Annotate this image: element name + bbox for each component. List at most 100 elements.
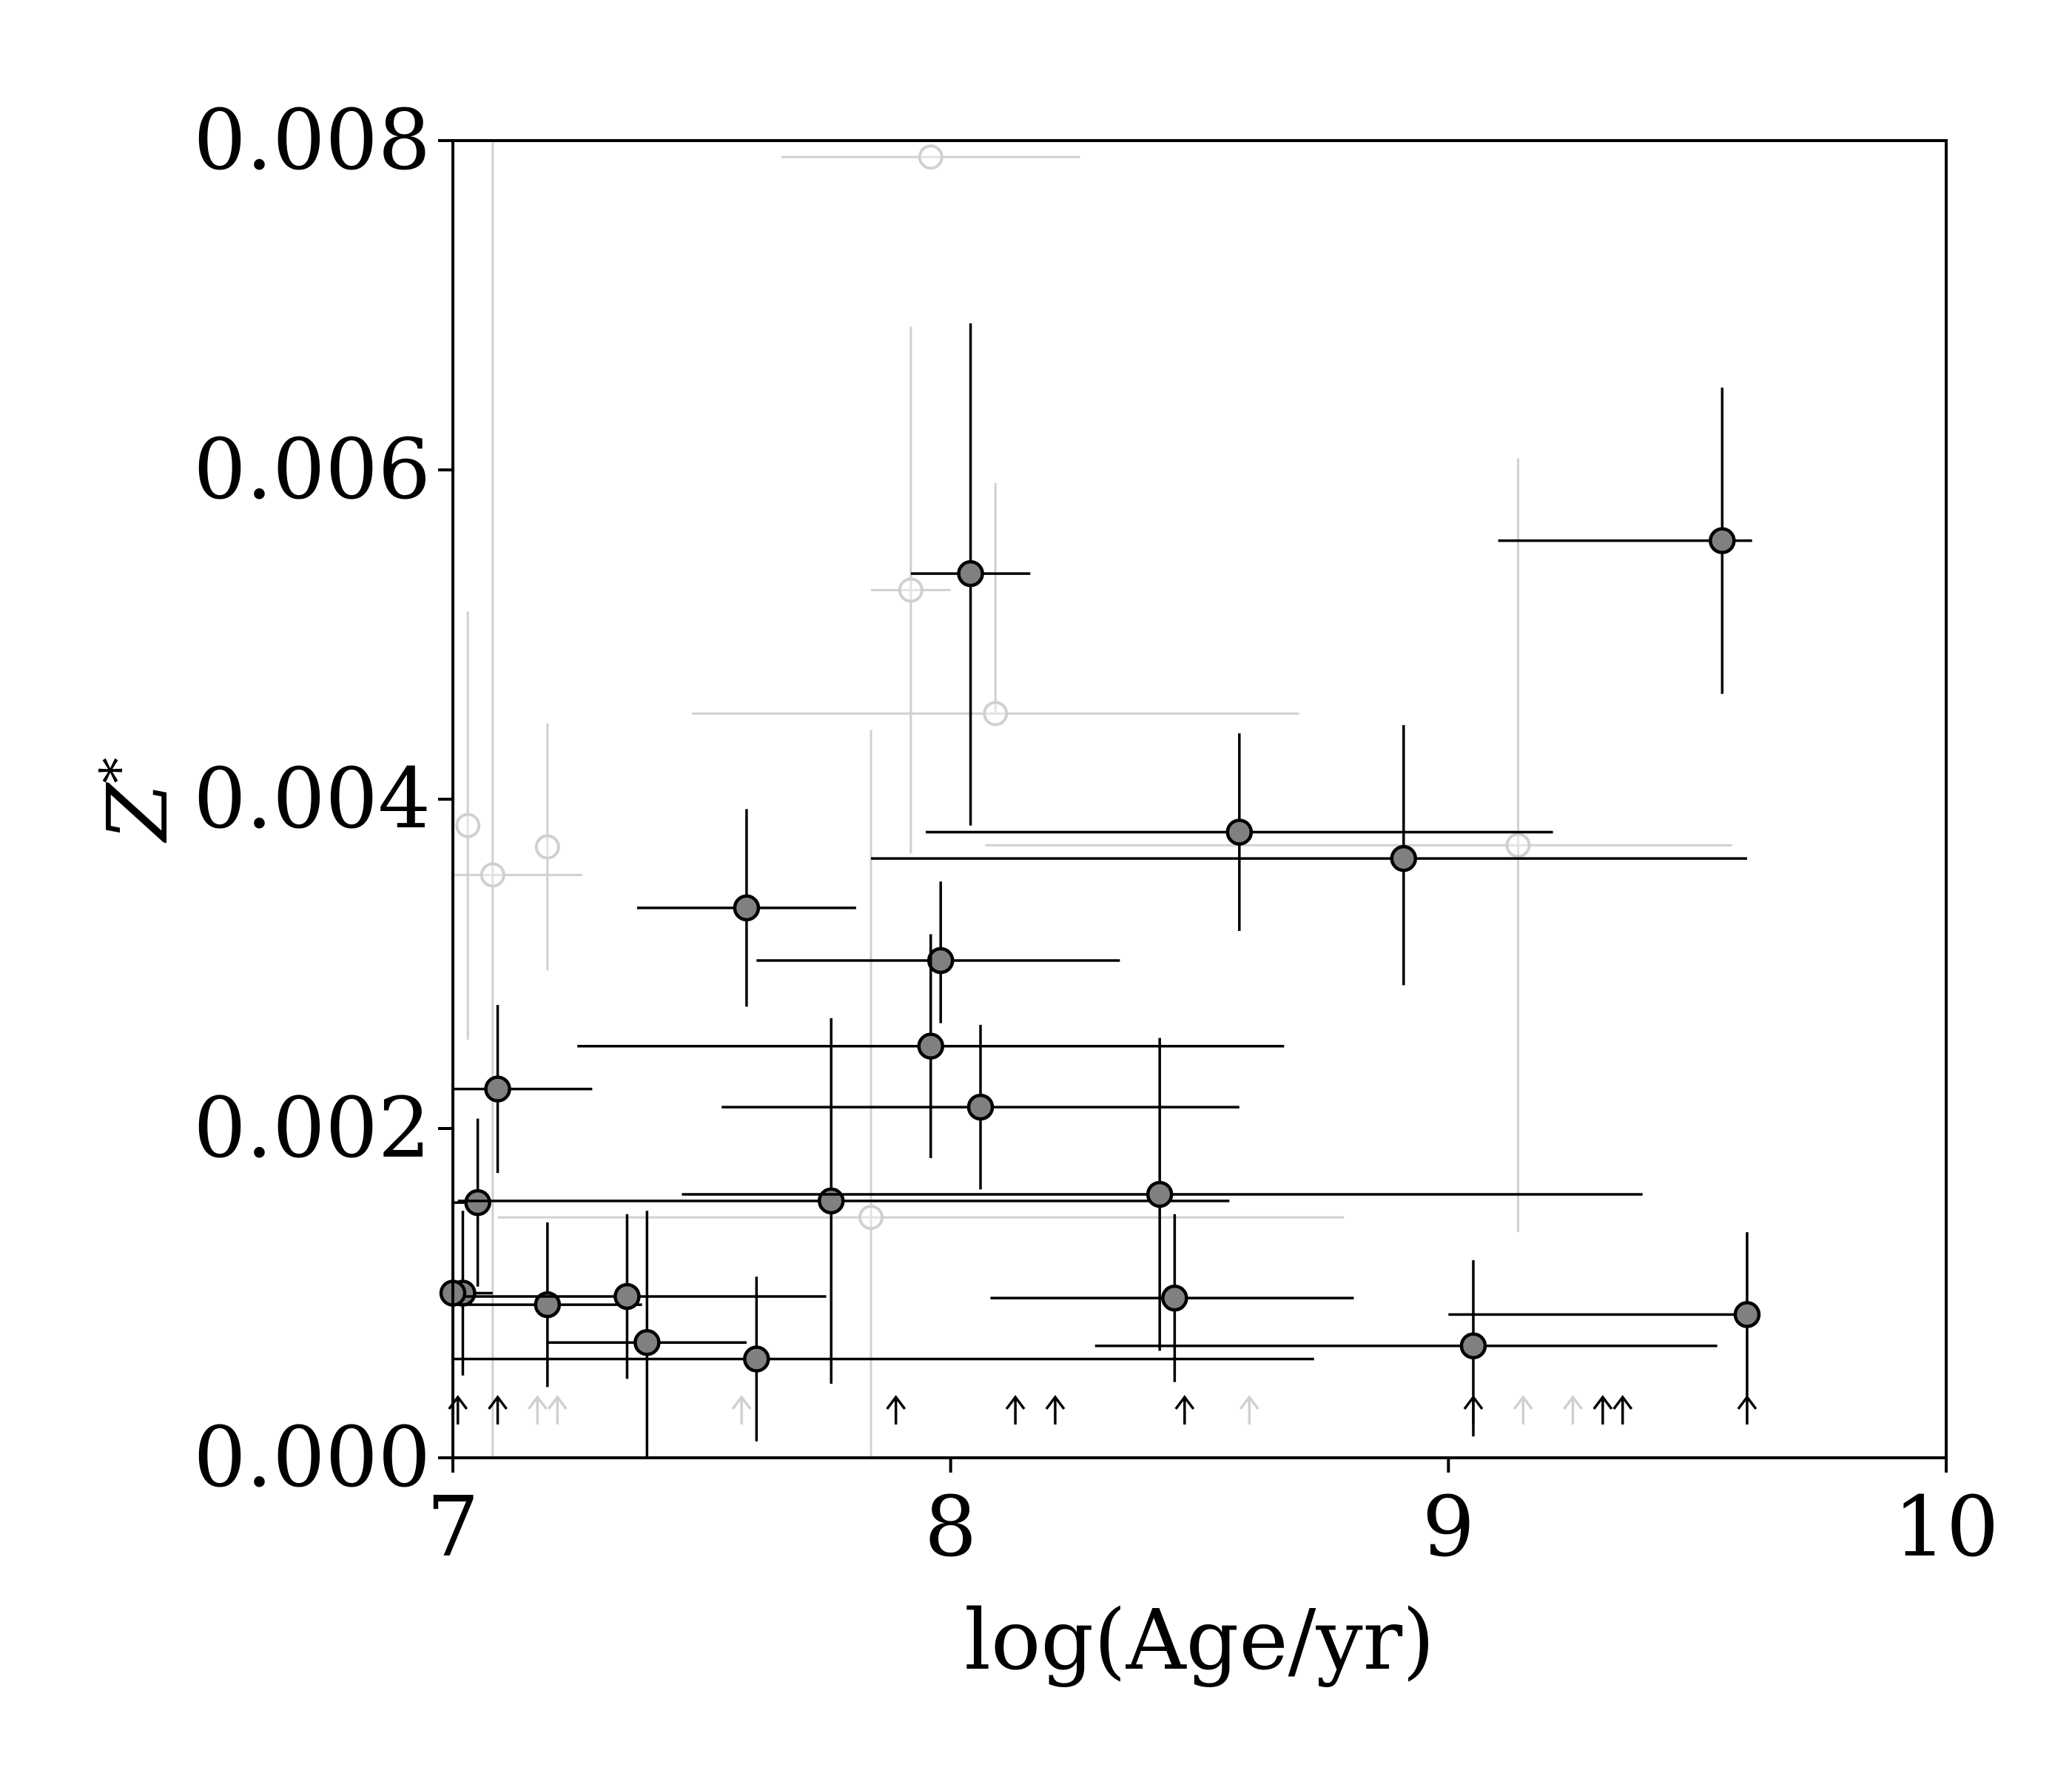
upper-limit-arrow [731, 1395, 752, 1424]
data-point [990, 1214, 1354, 1382]
arrow-head [1045, 1395, 1066, 1410]
x-axis-label: log(Age/yr) [964, 1592, 1435, 1689]
data-point [926, 733, 1553, 931]
data-point [453, 1118, 491, 1287]
point-marker [1709, 527, 1736, 554]
point-marker [1733, 1301, 1761, 1328]
point-marker [1146, 1180, 1174, 1208]
point-marker [1390, 844, 1418, 872]
arrow-head [527, 1395, 548, 1410]
arrow-head [547, 1395, 568, 1410]
point-marker [484, 1075, 511, 1103]
x-tick-label: 9 [1422, 1479, 1475, 1575]
upper-limit-arrow [547, 1395, 568, 1424]
faded-data-point [781, 144, 1080, 170]
arrow-head [1513, 1395, 1533, 1410]
upper-limit-arrow [1592, 1395, 1613, 1424]
y-tick-label: 0.008 [193, 92, 431, 189]
data-point [910, 323, 1031, 826]
faded-data-point [871, 326, 951, 854]
data-point [1448, 1232, 1761, 1397]
point-marker [464, 1188, 491, 1217]
y-axis-label-subscript: * [89, 758, 149, 784]
point-marker [1225, 818, 1254, 846]
x-tick-label: 7 [426, 1479, 479, 1575]
point-marker [957, 559, 984, 588]
data-point [722, 1024, 1240, 1190]
arrow-head [1005, 1395, 1026, 1410]
arrow-head [1612, 1395, 1633, 1410]
x-tick-label: 10 [1894, 1479, 1999, 1575]
point-marker [1459, 1332, 1487, 1359]
faded-marker [534, 834, 560, 860]
data-point [453, 1276, 1314, 1442]
x-tick-label: 8 [924, 1479, 977, 1575]
arrow-head [886, 1395, 906, 1410]
data-point [1094, 1260, 1718, 1437]
point-marker [926, 946, 955, 975]
faded-marker [1505, 832, 1531, 858]
arrow-head [1592, 1395, 1613, 1410]
faded-marker [983, 701, 1009, 727]
upper-limit-arrows-layer [448, 1395, 1758, 1424]
point-marker [633, 1329, 661, 1356]
data-point [453, 1005, 593, 1174]
faded-marker [898, 577, 924, 603]
arrow-head [488, 1395, 508, 1410]
point-marker [743, 1345, 770, 1373]
point-marker [817, 1187, 845, 1215]
arrow-head [1239, 1395, 1259, 1410]
upper-limit-arrow [1005, 1395, 1026, 1424]
data-point [547, 1211, 747, 1458]
upper-limit-arrow [1239, 1395, 1259, 1424]
point-marker [917, 1032, 945, 1060]
y-tick-label: 0.002 [193, 1080, 431, 1177]
arrow-head [731, 1395, 752, 1410]
y-axis-label-main: Z [90, 781, 186, 843]
data-point [1498, 387, 1752, 694]
point-marker [613, 1282, 641, 1311]
arrow-head [1563, 1395, 1583, 1410]
faded-marker [480, 862, 505, 888]
y-tick-label: 0.004 [193, 751, 431, 847]
data-point [577, 934, 1285, 1159]
data-point [453, 1214, 827, 1379]
svg-text:Z*: Z* [89, 758, 186, 844]
faded-marker [918, 144, 944, 170]
faded-points-layer [453, 141, 1732, 1458]
faded-data-point [497, 730, 1345, 1458]
data-point [871, 724, 1747, 986]
y-axis: 0.000 0.002 0.004 0.006 0.008 [193, 92, 453, 1506]
point-marker [966, 1093, 995, 1121]
arrow-head [1737, 1395, 1758, 1410]
faded-marker [858, 1205, 884, 1231]
point-marker [733, 894, 761, 922]
upper-limit-arrow [886, 1395, 906, 1424]
data-point [756, 881, 1120, 1023]
point-marker [1161, 1284, 1188, 1312]
upper-limit-arrow [1045, 1395, 1066, 1424]
upper-limit-arrow [1612, 1395, 1633, 1424]
detected-points-layer [439, 323, 1761, 1458]
y-axis-label: Z* [89, 758, 186, 844]
arrow-head [1174, 1395, 1195, 1410]
upper-limit-arrow [488, 1395, 508, 1424]
faded-data-point [453, 141, 582, 1458]
upper-limit-arrow [1563, 1395, 1583, 1424]
upper-limit-arrow [527, 1395, 548, 1424]
upper-limit-arrow [1737, 1395, 1758, 1424]
upper-limit-arrow [1174, 1395, 1195, 1424]
faded-data-point [691, 482, 1299, 727]
faded-marker [455, 813, 481, 838]
upper-limit-arrow [1513, 1395, 1533, 1424]
y-tick-label: 0.006 [193, 422, 431, 518]
faded-data-point [455, 611, 481, 1040]
y-tick-label: 0.000 [193, 1410, 431, 1506]
point-marker [534, 1291, 562, 1319]
data-point [636, 809, 856, 1007]
faded-data-point [985, 458, 1732, 1233]
faded-data-point [534, 723, 560, 971]
x-axis: 7 8 9 10 [426, 1458, 1999, 1575]
